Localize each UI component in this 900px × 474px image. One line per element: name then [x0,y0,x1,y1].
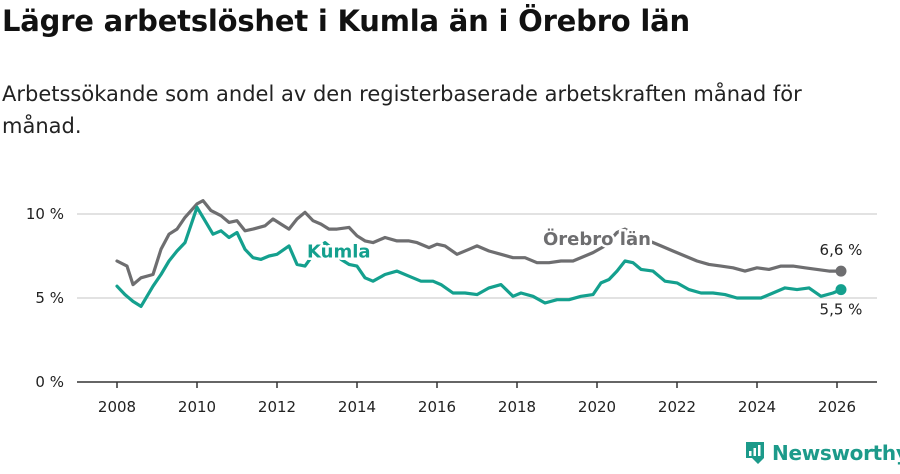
series-end-point-kumla [835,284,847,296]
y-tick-label: 5 % [35,289,64,307]
x-tick-label: 2008 [98,398,136,416]
brand-name: Newsworthy [772,441,900,465]
x-axis-ticks: 2008 2010 2012 2014 2016 2018 2020 2022 2024 2026 [98,382,856,416]
x-tick-label: 2020 [578,398,616,416]
series-line-orebro [115,199,843,287]
x-tick-label: 2018 [498,398,536,416]
x-tick-label: 2014 [338,398,376,416]
x-tick-label: 2026 [818,398,856,416]
newsworthy-logo-icon [746,442,764,464]
series-labels: 6,6 % 5,5 % Örebro län Kumla [305,226,863,319]
x-tick-label: 2012 [258,398,296,416]
end-value-label-kumla: 5,5 % [820,301,863,319]
end-value-label-orebro: 6,6 % [820,241,863,259]
brand-logo: Newsworthy [744,440,900,466]
x-tick-label: 2016 [418,398,456,416]
y-axis-ticks: 0 % 5 % 10 % [26,205,64,391]
series-label-kumla: Kumla [307,242,371,263]
series-line-kumla [115,205,843,308]
series-layer [115,199,847,308]
chart-title: Lägre arbetslöshet i Kumla än i Örebro l… [2,4,690,38]
series-end-point-orebro [835,265,847,277]
x-tick-label: 2024 [738,398,776,416]
grid-lines [77,213,877,299]
x-tick-label: 2010 [178,398,216,416]
y-tick-label: 0 % [35,373,64,391]
x-tick-label: 2022 [658,398,696,416]
series-label-orebro: Örebro län [543,228,651,250]
y-tick-label: 10 % [26,205,64,223]
chart-subtitle: Arbetssökande som andel av den registerb… [2,82,802,138]
